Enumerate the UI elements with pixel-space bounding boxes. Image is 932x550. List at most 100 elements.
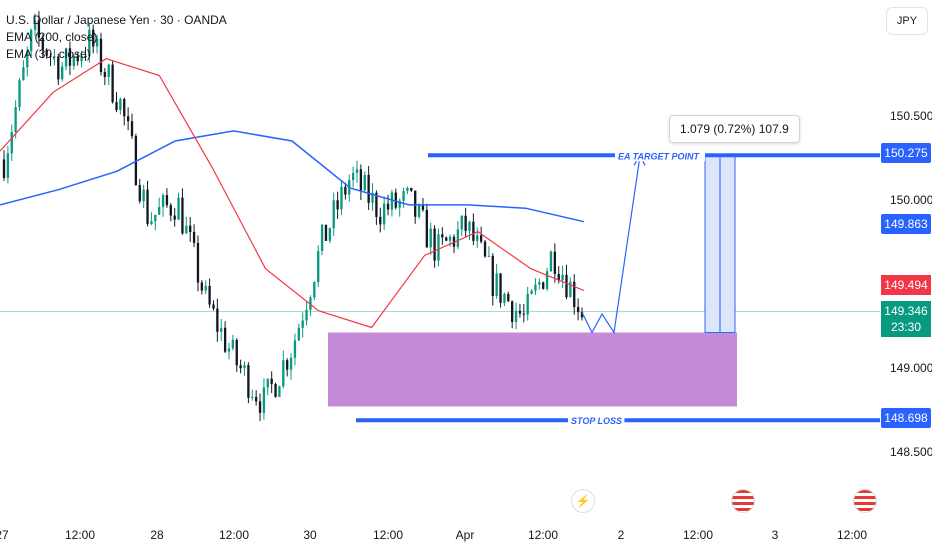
candle-up bbox=[29, 29, 33, 52]
candle-up bbox=[549, 251, 553, 272]
y-tick-150000: 150.000 bbox=[890, 193, 932, 207]
candle-down bbox=[425, 209, 428, 248]
candle-down bbox=[111, 64, 114, 103]
candle-up bbox=[204, 285, 207, 291]
candle-up bbox=[158, 207, 161, 215]
measurement-label: 1.079 (0.72%) 107.9 bbox=[669, 115, 800, 143]
candle-down bbox=[441, 234, 444, 238]
candle-down bbox=[491, 255, 494, 297]
candle-down bbox=[414, 190, 417, 217]
candle-up bbox=[220, 327, 223, 332]
ema30-label[interactable]: EMA (30, close) bbox=[6, 47, 91, 61]
candle-up bbox=[80, 56, 83, 62]
x-tick: Apr bbox=[455, 528, 475, 542]
candle-down bbox=[479, 235, 483, 242]
lightning-icon[interactable]: ⚡ bbox=[571, 489, 595, 513]
candle-up bbox=[18, 80, 21, 108]
candle-up bbox=[545, 271, 549, 289]
candle-up bbox=[526, 293, 529, 315]
ema200-label[interactable]: EMA (200, close) bbox=[6, 30, 98, 44]
candle-up bbox=[569, 281, 572, 298]
candle-up bbox=[305, 309, 308, 321]
candle-down bbox=[239, 365, 242, 369]
candle-down bbox=[507, 293, 510, 302]
candle-down bbox=[445, 237, 448, 241]
symbol-title[interactable]: U.S. Dollar / Japanese Yen · 30 · OANDA bbox=[6, 13, 227, 27]
candle-up bbox=[456, 229, 460, 247]
candle-up bbox=[476, 235, 479, 241]
candle-down bbox=[557, 273, 560, 281]
currency-button[interactable]: JPY bbox=[886, 7, 928, 35]
candle-up bbox=[282, 360, 285, 387]
candle-up bbox=[177, 197, 180, 220]
candle-up bbox=[14, 107, 17, 132]
candle-down bbox=[542, 282, 545, 289]
drawings: EA TARGET POINT STOP LOSS bbox=[356, 149, 880, 427]
candle-down bbox=[522, 313, 525, 315]
candle-up bbox=[371, 192, 374, 203]
candle-down bbox=[247, 365, 250, 398]
candle-down bbox=[565, 274, 568, 298]
x-tick: 2 bbox=[617, 528, 625, 542]
x-tick: 12:00 bbox=[218, 528, 250, 542]
candle-down bbox=[208, 285, 211, 305]
candle-up bbox=[266, 378, 269, 388]
candle-down bbox=[192, 231, 196, 243]
candle-down bbox=[274, 383, 277, 397]
candle-down bbox=[99, 38, 103, 73]
candle-up bbox=[317, 250, 320, 283]
us-flag-icon[interactable] bbox=[731, 489, 755, 513]
candle-up bbox=[351, 172, 355, 181]
stop-price-tag: 148.698 bbox=[881, 408, 931, 428]
candle-up bbox=[243, 365, 246, 369]
y-tick-150500: 150.500 bbox=[890, 109, 932, 123]
candle-up bbox=[53, 56, 56, 58]
candle-down bbox=[379, 216, 382, 225]
candle-down bbox=[580, 312, 584, 318]
candle-up bbox=[468, 221, 471, 231]
candle-up bbox=[390, 192, 394, 210]
candle-up bbox=[406, 187, 409, 192]
candle-up bbox=[95, 38, 99, 47]
candle-up bbox=[26, 51, 29, 68]
candle-up bbox=[538, 282, 541, 285]
candle-up bbox=[119, 98, 122, 110]
candle-down bbox=[68, 48, 72, 66]
chart-legend: U.S. Dollar / Japanese Yen · 30 · OANDA … bbox=[6, 12, 227, 63]
candle-down bbox=[200, 282, 204, 291]
ema-lines bbox=[0, 58, 585, 329]
candle-up bbox=[22, 67, 25, 81]
candle-down bbox=[2, 159, 6, 178]
candle-up bbox=[417, 205, 421, 217]
candle-down bbox=[37, 20, 41, 38]
candle-up bbox=[402, 191, 405, 201]
candle-up bbox=[107, 64, 110, 77]
ema30-line bbox=[0, 58, 585, 329]
last-price: 149.346 bbox=[884, 304, 928, 318]
candle-up bbox=[150, 221, 153, 225]
candle-down bbox=[235, 339, 238, 366]
candle-down bbox=[421, 205, 425, 210]
candle-up bbox=[340, 186, 343, 210]
candle-up bbox=[10, 131, 13, 154]
x-tick: 12:00 bbox=[836, 528, 868, 542]
candle-down bbox=[173, 215, 176, 220]
candle-up bbox=[64, 48, 68, 67]
candle-up bbox=[231, 339, 235, 349]
candle-up bbox=[61, 66, 64, 80]
candle-up bbox=[534, 284, 537, 291]
candle-up bbox=[495, 273, 498, 297]
us-flag-icon[interactable] bbox=[853, 489, 877, 513]
candle-down bbox=[336, 200, 339, 210]
ema200-price-tag: 149.863 bbox=[881, 214, 931, 234]
candle-up bbox=[227, 348, 231, 352]
y-tick-148500: 148.500 bbox=[890, 445, 932, 459]
stop-level-label-bg bbox=[568, 414, 625, 427]
candle-down bbox=[518, 310, 522, 314]
x-tick: 12:00 bbox=[682, 528, 714, 542]
candle-down bbox=[84, 56, 87, 58]
candle-up bbox=[262, 387, 266, 413]
candle-up bbox=[88, 29, 91, 57]
candle-up bbox=[161, 195, 165, 208]
